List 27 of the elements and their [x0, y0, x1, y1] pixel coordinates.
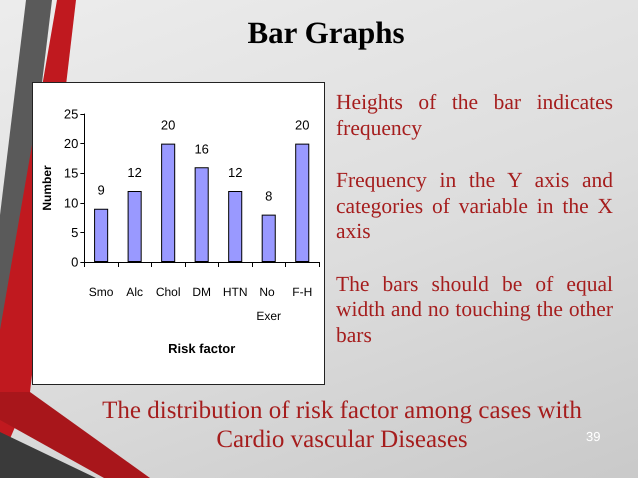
x-tick-label: HTN	[222, 285, 248, 299]
x-tick-label: Chol	[156, 285, 181, 299]
data-label: 9	[98, 182, 105, 198]
x-tick-label: F-H	[292, 285, 312, 299]
text: The distribution of risk factor among cases with Cardio vascular Diseases	[102, 397, 582, 453]
text: Heights of the bar indicates frequency	[336, 90, 613, 141]
y-tick-label: 10	[64, 195, 78, 210]
text: The bars should be of equal width and no touching the other bars	[336, 272, 613, 348]
data-label: 16	[194, 141, 209, 156]
x-tick-label: DM	[192, 285, 212, 299]
x-tick-label: Smo	[88, 285, 114, 299]
data-label: 20	[295, 118, 310, 133]
x-tick-label: No Exer	[256, 285, 282, 323]
x-axis-title: Risk factor	[168, 341, 236, 356]
data-label: 12	[228, 164, 242, 180]
data-label: 8	[265, 188, 272, 204]
data-label: 20	[160, 118, 176, 133]
data-label: 12	[127, 164, 142, 180]
y-tick-label: 25	[64, 106, 78, 122]
y-tick-label: 20	[64, 136, 78, 152]
y-axis-title: Number	[40, 165, 54, 211]
chart-title: Bar Graphs	[246, 15, 406, 51]
y-tick-label: 0	[71, 254, 78, 270]
x-tick-label: Alc	[126, 285, 143, 299]
y-tick-label: 15	[64, 166, 78, 181]
text: Frequency in the Y axis and categories of variable in the X axis	[336, 168, 613, 244]
y-tick-label: 5	[71, 224, 78, 240]
